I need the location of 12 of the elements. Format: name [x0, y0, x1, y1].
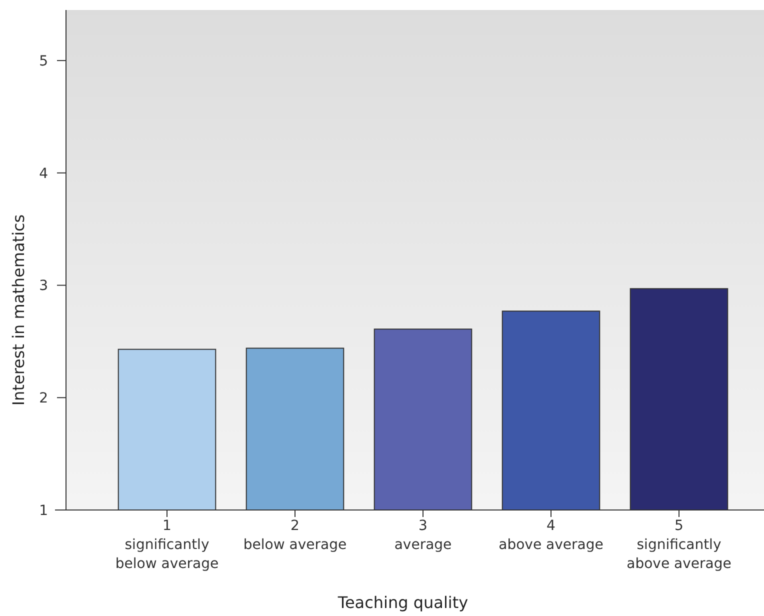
x-tick-label: 3 average — [394, 518, 452, 553]
x-tick-label: 2 below average — [243, 518, 347, 553]
y-axis-title: Interest in mathematics — [9, 214, 28, 406]
x-tick-label: 1 significantly below average — [115, 518, 219, 572]
x-tick-label: 4 above average — [498, 518, 604, 553]
x-axis-title: Teaching quality — [336, 593, 468, 612]
y-tick-label: 2 — [39, 390, 48, 407]
y-tick-label: 3 — [39, 278, 48, 294]
y-tick-label: 4 — [39, 166, 48, 182]
x-tick-label: 5 significantly above average — [626, 518, 732, 572]
y-tick-label: 5 — [39, 53, 48, 70]
y-tick-label: 1 — [39, 502, 48, 519]
